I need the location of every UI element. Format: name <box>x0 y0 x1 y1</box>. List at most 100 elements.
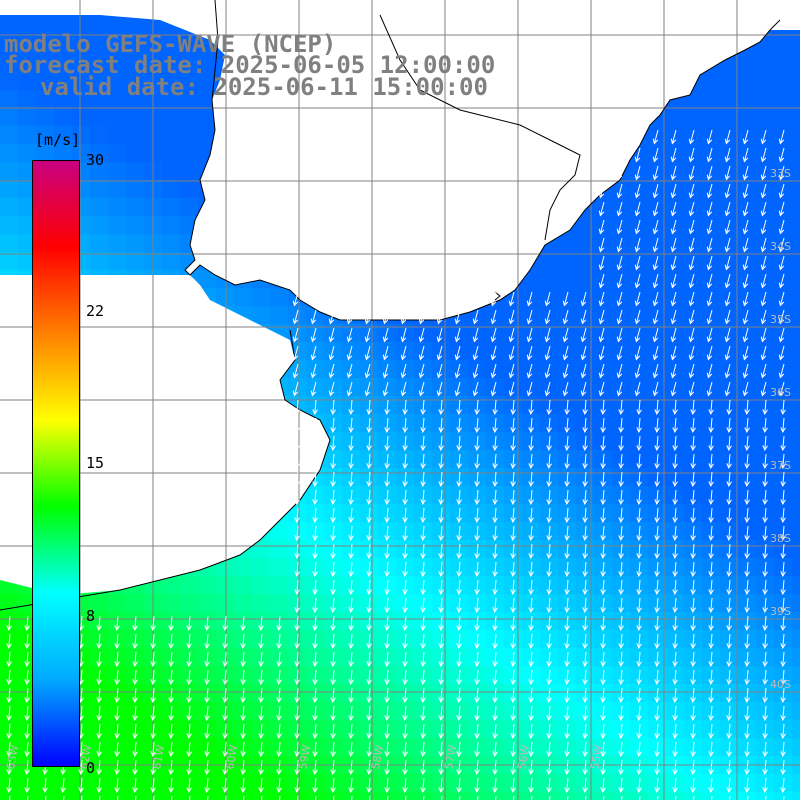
wind-arrow <box>330 525 336 541</box>
wind-arrow <box>333 795 335 800</box>
wind-arrow <box>328 363 335 379</box>
wind-cell <box>324 414 342 432</box>
wind-arrow <box>492 723 498 739</box>
wind-arrow <box>294 597 300 613</box>
wind-cell <box>738 576 756 594</box>
wind-arrow <box>654 399 660 415</box>
wind-cell <box>648 504 666 522</box>
wind-arrow <box>294 651 300 667</box>
wind-cell <box>648 630 666 648</box>
wind-arrow <box>600 669 606 685</box>
wind-cell <box>18 36 36 54</box>
wind-cell <box>288 720 306 738</box>
wind-cell <box>162 594 180 612</box>
wind-arrow <box>312 453 318 469</box>
wind-cell <box>396 576 414 594</box>
wind-arrow <box>418 309 425 325</box>
wind-arrow <box>636 633 642 649</box>
wind-arrow <box>402 507 408 523</box>
wind-arrow <box>726 543 732 559</box>
wind-cell <box>288 702 306 720</box>
wind-cell <box>324 594 342 612</box>
wind-cell <box>468 774 486 792</box>
wind-arrow <box>258 669 264 685</box>
wind-arrow <box>312 579 318 595</box>
wind-cell <box>666 612 684 630</box>
wind-cell <box>0 666 18 684</box>
wind-arrow <box>706 237 713 253</box>
wind-cell <box>738 630 756 648</box>
wind-cell <box>18 774 36 792</box>
wind-arrow <box>672 453 678 469</box>
wind-arrow <box>348 417 354 433</box>
wind-cell <box>792 576 800 594</box>
wind-arrow <box>330 579 336 595</box>
wind-arrow <box>778 345 785 361</box>
wind-arrow <box>724 345 731 361</box>
wind-cell <box>648 540 666 558</box>
wind-arrow <box>616 255 623 271</box>
wind-cell <box>738 774 756 792</box>
wind-arrow <box>672 705 678 721</box>
wind-cell <box>90 198 108 216</box>
wind-arrow <box>726 687 732 703</box>
wind-cell <box>432 792 450 800</box>
wind-cell <box>558 504 576 522</box>
wind-arrow <box>618 723 624 739</box>
wind-arrow <box>652 165 659 181</box>
wind-cell <box>360 684 378 702</box>
wind-arrow <box>690 525 696 541</box>
wind-cell <box>612 630 630 648</box>
wind-cell <box>720 72 738 90</box>
wind-cell <box>540 522 558 540</box>
wind-cell <box>180 36 198 54</box>
wind-arrow <box>330 561 336 577</box>
wind-arrow <box>492 759 498 775</box>
wind-arrow <box>724 309 731 325</box>
wind-arrow <box>672 507 678 523</box>
wind-arrow <box>618 687 624 703</box>
wind-cell <box>612 612 630 630</box>
wind-arrow <box>310 309 317 325</box>
wind-cell <box>774 576 792 594</box>
wind-arrow <box>708 651 714 667</box>
wind-arrow <box>402 759 408 775</box>
wind-arrow <box>706 129 713 145</box>
wind-arrow <box>670 363 677 379</box>
wind-arrow <box>438 399 444 415</box>
wind-arrow <box>366 507 372 523</box>
wind-arrow <box>510 723 516 739</box>
wind-arrow <box>366 687 372 703</box>
wind-cell <box>720 504 738 522</box>
wind-arrow <box>636 489 642 505</box>
wind-arrow <box>528 489 534 505</box>
wind-cell <box>630 648 648 666</box>
wind-cell <box>162 738 180 756</box>
wind-arrow <box>706 309 713 325</box>
wind-arrow <box>708 597 714 613</box>
wind-arrow <box>258 759 264 775</box>
wind-cell <box>108 180 126 198</box>
wind-arrow <box>456 741 462 757</box>
wind-arrow <box>490 345 497 361</box>
wind-arrow <box>384 759 390 775</box>
wind-arrow <box>582 489 588 505</box>
wind-cell <box>126 684 144 702</box>
wind-arrow <box>402 651 408 667</box>
wind-cell <box>720 720 738 738</box>
wind-cell <box>342 594 360 612</box>
wind-arrow <box>742 183 749 199</box>
wind-arrow <box>585 795 587 800</box>
wind-arrow <box>652 183 659 199</box>
wind-arrow <box>454 291 461 307</box>
wind-cell <box>0 162 18 180</box>
wind-arrow <box>706 273 713 289</box>
wind-arrow <box>436 309 443 325</box>
wind-cell <box>522 648 540 666</box>
wind-cell <box>756 450 774 468</box>
wind-cell <box>0 54 18 72</box>
wind-arrow <box>348 525 354 541</box>
wind-arrow <box>474 525 480 541</box>
wind-arrow <box>708 741 714 757</box>
wind-arrow <box>310 381 317 397</box>
